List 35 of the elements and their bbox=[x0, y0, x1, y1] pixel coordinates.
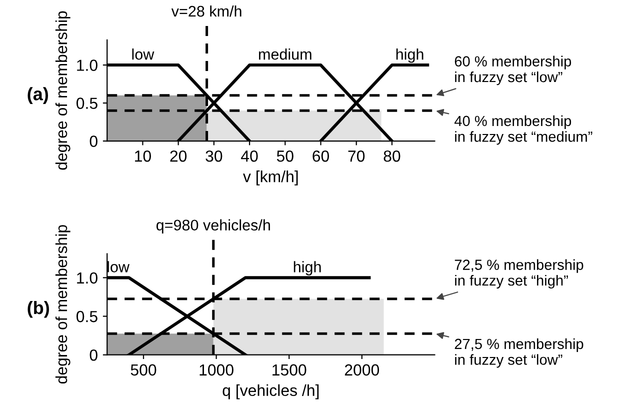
x-tick-label: 1500 bbox=[272, 364, 306, 376]
y-axis-title: degree of membership bbox=[55, 11, 70, 170]
ref-line-label: q=980 vehicles/h bbox=[156, 219, 270, 234]
x-tick-label: 1000 bbox=[200, 364, 234, 376]
series-label: low bbox=[132, 48, 154, 60]
x-tick-label: 20 bbox=[170, 150, 187, 162]
text: (a) bbox=[28, 87, 48, 104]
series-label: low bbox=[108, 261, 130, 272]
y-tick-label: 1.0 bbox=[77, 272, 98, 284]
y-tick-label: 1.0 bbox=[77, 60, 98, 71]
y-axis-title: degree of membership bbox=[55, 225, 70, 384]
x-tick-label: 60 bbox=[312, 150, 330, 162]
y-tick-label: 0 bbox=[90, 136, 98, 147]
series-label: high bbox=[294, 261, 321, 276]
series-label: high bbox=[396, 48, 424, 63]
x-axis-title: v [km/h] bbox=[243, 170, 298, 186]
text: (b) bbox=[28, 300, 49, 318]
ref-line-label: 40 % membership in fuzzy set “medium” bbox=[454, 115, 592, 145]
series-label: medium bbox=[258, 48, 312, 60]
x-tick-label: 30 bbox=[206, 150, 222, 162]
ref-line-label: 72,5 % membership in fuzzy set “high” bbox=[454, 259, 584, 289]
x-tick-label: 500 bbox=[130, 364, 156, 376]
ref-line-label: v=28 km/h bbox=[171, 5, 242, 17]
x-tick-label: 2000 bbox=[344, 364, 380, 376]
y-tick-label: 0.5 bbox=[76, 98, 98, 109]
x-tick-label: 50 bbox=[276, 150, 294, 162]
y-tick-label: 0.5 bbox=[76, 310, 98, 322]
x-tick-label: 80 bbox=[384, 150, 400, 162]
y-tick-label: 0 bbox=[90, 349, 98, 361]
x-tick-label: 10 bbox=[135, 150, 151, 162]
x-tick-label: 40 bbox=[241, 150, 258, 162]
ref-line-label: 60 % membership in fuzzy set “low” bbox=[454, 56, 572, 86]
x-tick-label: 70 bbox=[348, 150, 365, 162]
x-axis-title: q [vehicles /h] bbox=[222, 384, 319, 400]
ref-line-label: 27,5 % membership in fuzzy set “low” bbox=[454, 338, 584, 368]
